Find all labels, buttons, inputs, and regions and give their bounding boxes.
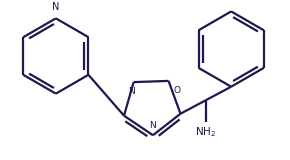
Text: N: N xyxy=(52,2,59,12)
Text: O: O xyxy=(173,86,180,95)
Text: NH$_2$: NH$_2$ xyxy=(195,125,216,139)
Text: N: N xyxy=(150,121,156,130)
Text: N: N xyxy=(128,87,135,96)
